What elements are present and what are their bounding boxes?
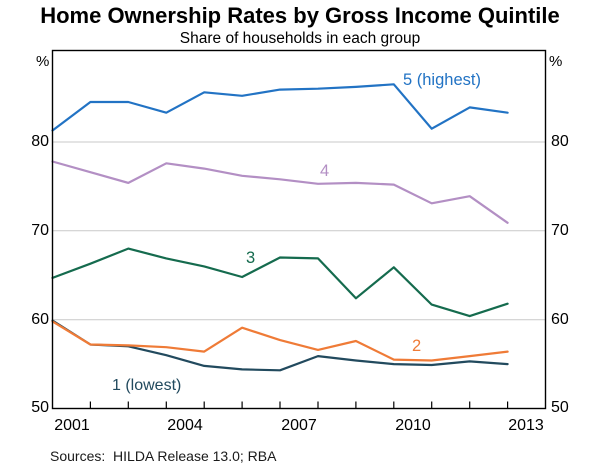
y-tick-label-50-left: 50 (31, 399, 49, 416)
y-tick-label-80-right: 80 (551, 133, 569, 150)
y-axis-unit-left: % (36, 53, 50, 70)
x-tick-label-2007: 2007 (281, 417, 317, 434)
y-tick-label-70-left: 70 (31, 222, 49, 239)
chart-subtitle: Share of households in each group (179, 30, 421, 47)
series-line-quintile-2 (51, 320, 509, 362)
y-tick-label-60-right: 60 (551, 311, 569, 328)
y-axis-unit-right: % (549, 53, 563, 70)
series-line-quintile-5 (51, 83, 509, 132)
x-tick-label-2010: 2010 (395, 417, 431, 434)
series-line-quintile-3 (51, 247, 509, 318)
x-tick-label-2001: 2001 (54, 417, 90, 434)
sources-note: Sources: HILDA Release 13.0; RBA (50, 448, 277, 464)
plot-border (51, 49, 547, 410)
series-label-quintile-4: 4 (320, 162, 330, 180)
x-tick-label-2013: 2013 (508, 417, 544, 434)
series-line-quintile-4 (51, 160, 509, 224)
series-label-quintile-2: 2 (412, 337, 422, 355)
series-label-quintile-1: 1 (lowest) (112, 377, 182, 394)
chart-title: Home Ownership Rates by Gross Income Qui… (40, 3, 560, 28)
x-tick-label-2004: 2004 (167, 417, 203, 434)
series-label-quintile-3: 3 (246, 249, 256, 267)
y-tick-label-70-right: 70 (551, 222, 569, 239)
y-tick-label-50-right: 50 (551, 399, 569, 416)
y-tick-label-80-left: 80 (31, 133, 49, 150)
y-tick-label-60-left: 60 (31, 311, 49, 328)
series-label-quintile-5: 5 (highest) (403, 71, 481, 89)
